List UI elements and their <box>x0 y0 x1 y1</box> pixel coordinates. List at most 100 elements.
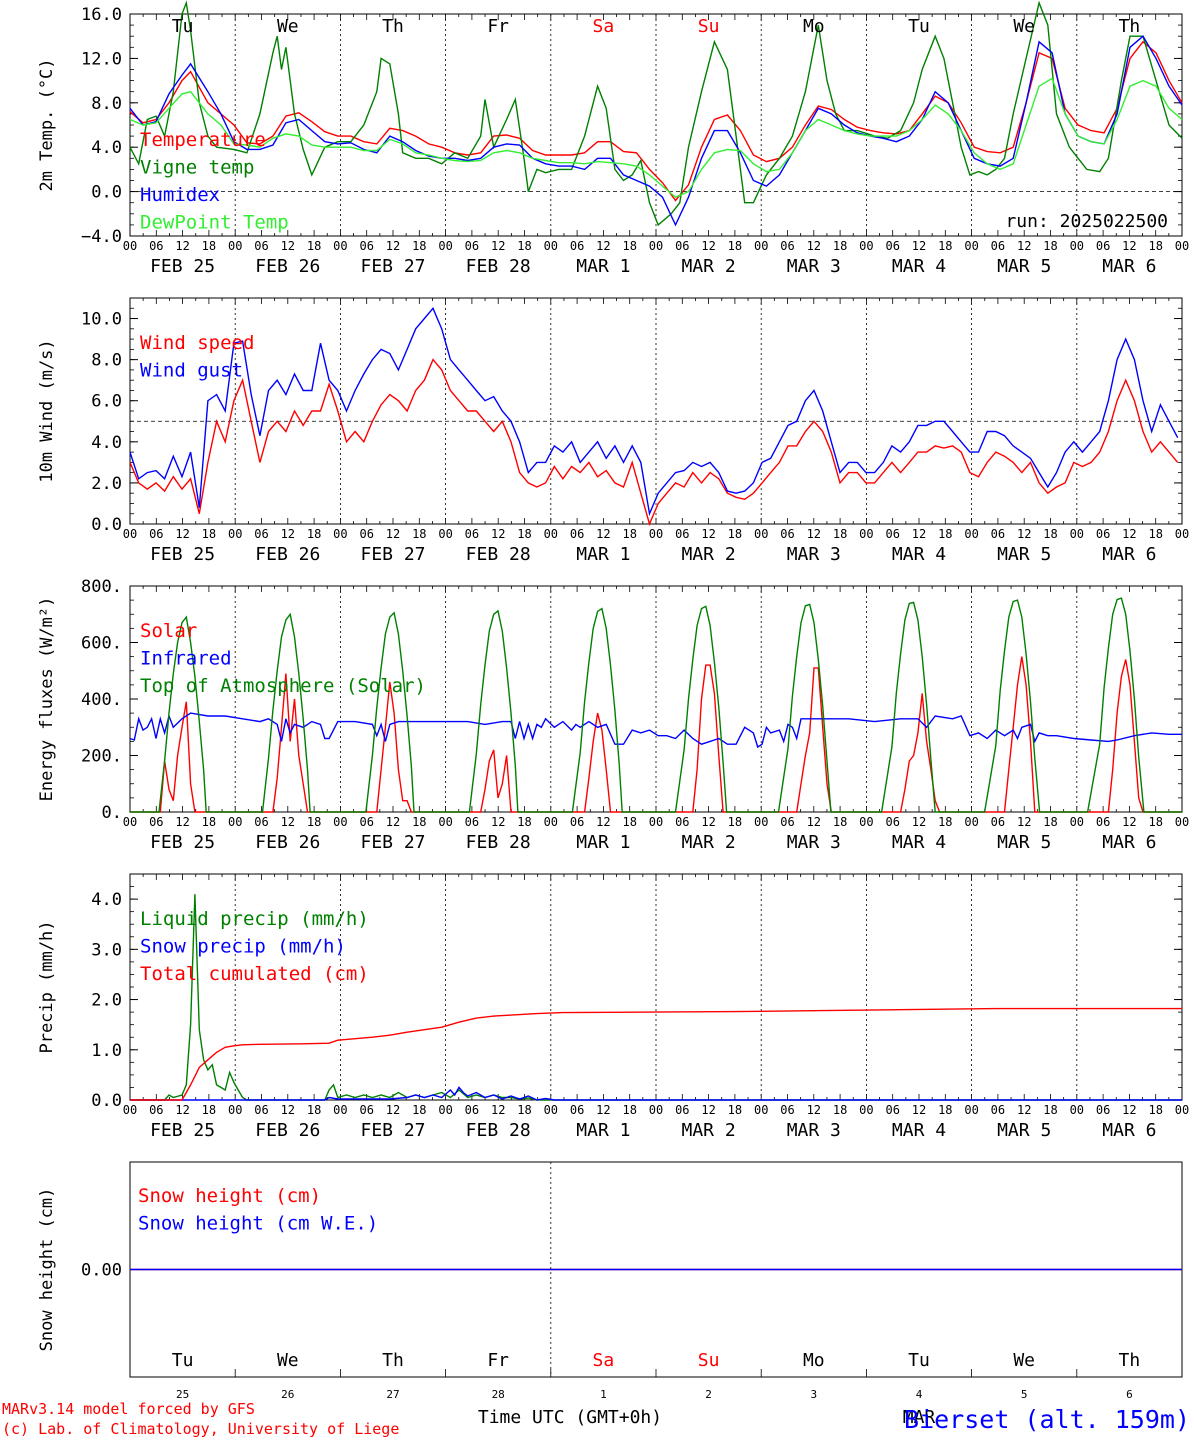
hour-label: 00 <box>544 527 558 541</box>
hour-label: 18 <box>833 1103 847 1117</box>
weekday-label: Th <box>382 1350 404 1371</box>
legend-entry: Snow precip (mm/h) <box>140 936 346 958</box>
day-number-label: 28 <box>492 1388 505 1401</box>
hour-label: 06 <box>1096 815 1110 829</box>
month-label: MAR <box>903 1407 936 1428</box>
weekday-label: Fr <box>487 16 509 37</box>
temperature-panel: 16.0 12.0 8.0 4.0 0.0 −4.0 2m Temp. (°C) Temper… <box>37 0 1189 277</box>
hour-label: 18 <box>1148 815 1162 829</box>
hour-label: 06 <box>885 815 899 829</box>
hour-label: 12 <box>281 239 295 253</box>
day-label: FEB 26 <box>255 1120 320 1141</box>
hour-label: 00 <box>544 239 558 253</box>
weekday-label: Mo <box>803 1350 825 1371</box>
y-tick-label: 10.0 <box>81 310 122 330</box>
credit-line-1: MARv3.14 model forced by GFS <box>2 1400 255 1418</box>
hour-label: 06 <box>780 815 794 829</box>
hour-label: 18 <box>728 815 742 829</box>
day-number-label: 27 <box>386 1388 399 1401</box>
y-tick-label: 1.0 <box>91 1041 122 1061</box>
hour-label: 12 <box>701 815 715 829</box>
hour-label: 18 <box>517 527 531 541</box>
weekday-label: Th <box>1119 1350 1141 1371</box>
hour-label: 18 <box>412 815 426 829</box>
hour-label: 06 <box>780 239 794 253</box>
run-annotation: run: 2025022500 <box>1005 211 1168 232</box>
hour-label: 00 <box>754 1103 768 1117</box>
hour-label: 06 <box>359 815 373 829</box>
hour-label: 18 <box>1148 239 1162 253</box>
hour-label: 18 <box>517 239 531 253</box>
hour-label: 00 <box>859 815 873 829</box>
hour-label: 18 <box>938 527 952 541</box>
hour-label: 18 <box>412 1103 426 1117</box>
hour-label: 06 <box>991 1103 1005 1117</box>
hour-label: 00 <box>438 527 452 541</box>
hour-label: 12 <box>596 815 610 829</box>
day-label: MAR 6 <box>1102 544 1156 565</box>
weekday-label: We <box>277 1350 299 1371</box>
day-label: MAR 3 <box>787 256 841 277</box>
day-label: MAR 6 <box>1102 1120 1156 1141</box>
hour-label: 12 <box>596 239 610 253</box>
hour-label: 18 <box>833 527 847 541</box>
credit-line-2: (c) Lab. of Climatology, University of L… <box>2 1420 399 1438</box>
energy-panel: 800. 600. 400. 200. 0. Energy fluxes (W/m²) So… <box>37 577 1189 853</box>
day-label: MAR 2 <box>682 832 736 853</box>
day-label: FEB 27 <box>360 1120 425 1141</box>
y-tick-label: 8.0 <box>91 351 122 371</box>
day-number-label: 2 <box>705 1388 712 1401</box>
hour-label: 00 <box>649 527 663 541</box>
hour-label: 12 <box>1122 815 1136 829</box>
hour-label: 18 <box>307 527 321 541</box>
hour-label: 18 <box>1043 815 1057 829</box>
hour-label: 06 <box>885 1103 899 1117</box>
hour-label: 18 <box>412 239 426 253</box>
day-label: MAR 4 <box>892 544 946 565</box>
series-line-total-cumulated-cm <box>130 1007 1182 1101</box>
day-label: MAR 6 <box>1102 256 1156 277</box>
weekday-label: Su <box>698 1350 720 1371</box>
hour-label: 00 <box>333 1103 347 1117</box>
hour-label: 00 <box>1175 239 1189 253</box>
hour-label: 12 <box>386 1103 400 1117</box>
hour-label: 18 <box>622 1103 636 1117</box>
hour-label: 06 <box>780 1103 794 1117</box>
legend-entry: Liquid precip (mm/h) <box>140 908 369 930</box>
hour-label: 12 <box>596 1103 610 1117</box>
hour-label: 00 <box>123 1103 137 1117</box>
hour-label: 12 <box>491 1103 505 1117</box>
hour-label: 00 <box>859 527 873 541</box>
hour-label: 12 <box>912 1103 926 1117</box>
hour-label: 18 <box>1148 527 1162 541</box>
series-line-liquid-precip-mm-h <box>130 894 1182 1101</box>
weekday-label: We <box>1013 1350 1035 1371</box>
day-label: MAR 3 <box>787 1120 841 1141</box>
hour-label: 00 <box>649 815 663 829</box>
hour-label: 18 <box>202 815 216 829</box>
hour-label: 12 <box>807 815 821 829</box>
hour-label: 06 <box>780 527 794 541</box>
y-tick-label: −4.0 <box>81 227 122 247</box>
hour-label: 06 <box>359 1103 373 1117</box>
hour-label: 06 <box>675 815 689 829</box>
hour-label: 12 <box>386 527 400 541</box>
legend-entry: Temperature <box>140 129 266 151</box>
hour-label: 12 <box>1017 815 1031 829</box>
weekday-label: Tu <box>908 16 930 37</box>
hour-label: 00 <box>438 239 452 253</box>
hour-label: 00 <box>333 815 347 829</box>
hour-label: 06 <box>254 1103 268 1117</box>
hour-label: 18 <box>728 239 742 253</box>
hour-label: 00 <box>964 527 978 541</box>
hour-label: 06 <box>359 527 373 541</box>
day-number-label: 4 <box>916 1388 923 1401</box>
hour-label: 00 <box>544 1103 558 1117</box>
hour-label: 00 <box>964 1103 978 1117</box>
series-line-solar <box>130 656 1182 813</box>
hour-label: 18 <box>1043 1103 1057 1117</box>
legend-entry: Solar <box>140 620 197 642</box>
legend-entry: Wind gust <box>140 360 243 382</box>
y-tick-label: 6.0 <box>91 392 122 412</box>
